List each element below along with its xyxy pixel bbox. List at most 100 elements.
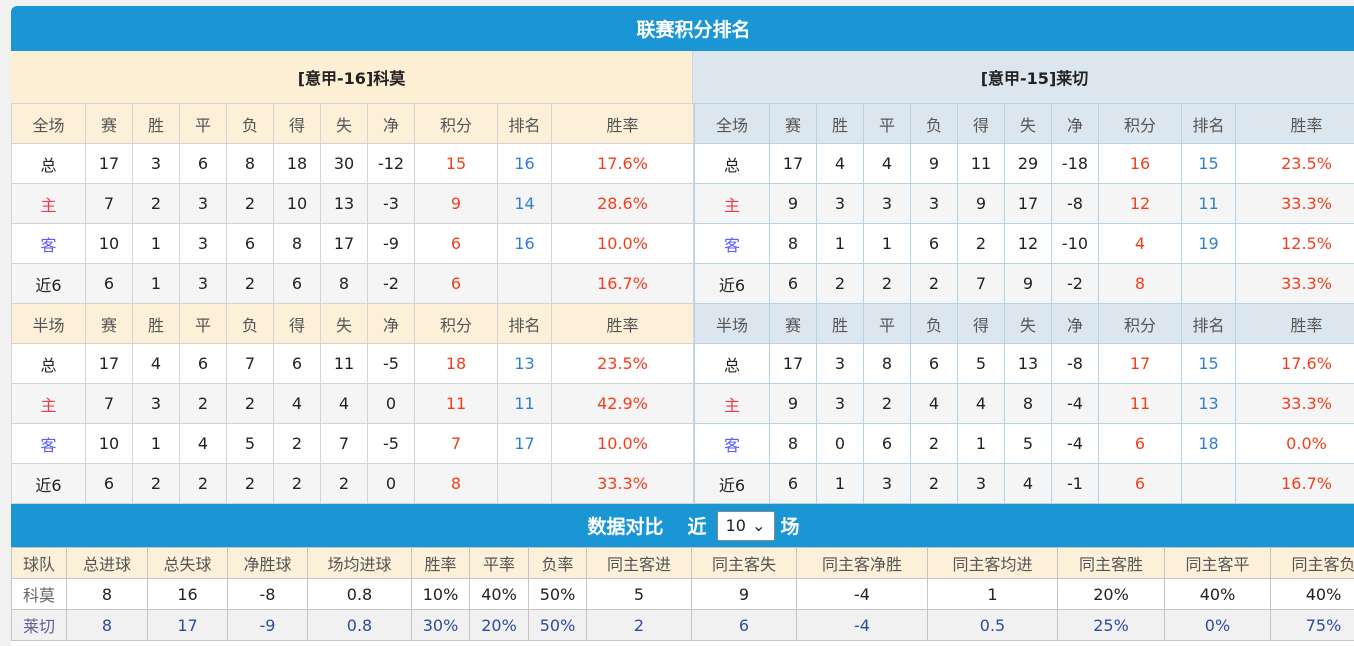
column-header: 净 <box>1051 303 1099 344</box>
table-cell: 17 <box>85 343 133 384</box>
table-cell: 近6 <box>694 263 770 304</box>
table-cell: -9 <box>367 223 415 264</box>
table-cell: 7 <box>85 183 133 224</box>
table-cell: 14 <box>497 183 552 224</box>
table-cell: 3 <box>179 263 227 304</box>
table-cell: 9 <box>691 578 797 610</box>
table-cell: 1 <box>927 578 1058 610</box>
table-cell: 9 <box>1004 263 1052 304</box>
table-cell: 13 <box>1181 383 1236 424</box>
column-header: 同主客失 <box>691 547 797 579</box>
recent-count-select[interactable]: 10 ⌄ <box>716 510 775 541</box>
table-cell: 17.6% <box>1235 343 1354 384</box>
home-team-header: [意甲-16]科莫 <box>11 51 693 103</box>
table-cell: 28.6% <box>551 183 694 224</box>
table-cell: 2 <box>179 383 227 424</box>
table-cell <box>497 463 552 504</box>
table-cell: 4 <box>1098 223 1182 264</box>
column-header: 失 <box>1004 303 1052 344</box>
table-cell: -5 <box>367 423 415 464</box>
table-cell: 10% <box>411 578 470 610</box>
column-header: 赛 <box>85 303 133 344</box>
table-cell: 2 <box>910 263 958 304</box>
table-cell: 6 <box>179 143 227 184</box>
table-cell: 近6 <box>11 263 86 304</box>
table-cell: 2 <box>226 463 274 504</box>
table-cell: 30% <box>411 609 470 641</box>
table-cell: 3 <box>863 463 911 504</box>
column-header: 同主客净胜 <box>796 547 928 579</box>
standings-row: 主 9 3 2 4 4 8 -4 11 13 33.3% <box>694 383 1354 424</box>
column-header: 同主客胜 <box>1057 547 1165 579</box>
table-cell: 2 <box>132 183 180 224</box>
table-cell: 3 <box>910 183 958 224</box>
column-header: 半场 <box>694 303 770 344</box>
column-header: 同主客均进 <box>927 547 1058 579</box>
column-header: 负 <box>910 103 958 144</box>
table-cell: 13 <box>320 183 368 224</box>
table-cell: 6 <box>414 263 498 304</box>
table-cell: 8 <box>1004 383 1052 424</box>
table-cell: -5 <box>367 343 415 384</box>
compare-header-row: 球队 总进球 总失球 净胜球 场均进球 胜率 平率 负率 同主客进 同主客失 同主客净胜 同主客均进同… <box>11 547 1354 579</box>
table-cell: 16.7% <box>1235 463 1354 504</box>
table-cell: -8 <box>1051 343 1099 384</box>
table-cell: 1 <box>816 223 864 264</box>
table-cell: 1 <box>132 423 180 464</box>
table-cell: 2 <box>863 263 911 304</box>
table-cell: 9 <box>414 183 498 224</box>
column-header: 负 <box>910 303 958 344</box>
table-cell: 1 <box>132 263 180 304</box>
column-header: 排名 <box>1181 103 1236 144</box>
table-cell: 40% <box>1270 578 1354 610</box>
table-cell: 15 <box>1181 343 1236 384</box>
table-cell: 6 <box>414 223 498 264</box>
table-cell: 0 <box>367 463 415 504</box>
column-header: 场均进球 <box>307 547 412 579</box>
table-cell: 6 <box>863 423 911 464</box>
column-header: 胜 <box>132 103 180 144</box>
table-cell: 8 <box>226 143 274 184</box>
table-cell: 3 <box>132 143 180 184</box>
table-cell: 2 <box>910 423 958 464</box>
away-standings-table: 全场赛胜平负得失净积分 排名 胜率总 17 4 4 9 11 29 -18 16 15 23.5% 主 9 3… <box>694 103 1354 504</box>
standings-row: 近6 6 2 2 2 2 2 0 8 33.3% <box>11 463 694 504</box>
table-cell: 15 <box>414 143 498 184</box>
table-cell: 12.5% <box>1235 223 1354 264</box>
column-header: 负 <box>226 303 274 344</box>
table-cell: 17 <box>769 343 817 384</box>
standings-row: 主 7 2 3 2 10 13 -3 9 14 28.6% <box>11 183 694 224</box>
table-cell: 30 <box>320 143 368 184</box>
table-cell: 客 <box>694 223 770 264</box>
table-cell: 8 <box>1098 263 1182 304</box>
column-header: 排名 <box>1181 303 1236 344</box>
table-cell: 11 <box>1181 183 1236 224</box>
column-header: 净 <box>367 303 415 344</box>
table-cell: 2 <box>910 463 958 504</box>
table-cell: 42.9% <box>551 383 694 424</box>
column-header: 得 <box>273 303 321 344</box>
table-cell: 12 <box>1004 223 1052 264</box>
table-cell: 11 <box>957 143 1005 184</box>
table-cell: 50% <box>528 578 587 610</box>
column-header: 赛 <box>769 103 817 144</box>
column-header: 积分 <box>1098 303 1182 344</box>
table-cell: 4 <box>320 383 368 424</box>
column-header: 胜 <box>132 303 180 344</box>
column-header: 失 <box>320 303 368 344</box>
column-header: 得 <box>273 103 321 144</box>
table-cell: -4 <box>1051 383 1099 424</box>
table-cell: 6 <box>226 223 274 264</box>
table-cell: 3 <box>816 183 864 224</box>
table-cell: 总 <box>694 143 770 184</box>
away-team-header: [意甲-15]莱切 <box>693 51 1354 103</box>
table-cell: 18 <box>273 143 321 184</box>
table-cell: 9 <box>769 383 817 424</box>
table-cell: 2 <box>179 463 227 504</box>
column-header: 赛 <box>85 103 133 144</box>
standings-header-row: 半场赛胜平负得失净积分 排名 胜率 <box>694 303 1354 344</box>
column-header: 平 <box>179 303 227 344</box>
table-cell: 8 <box>273 223 321 264</box>
column-header: 平 <box>863 303 911 344</box>
table-cell: 13 <box>497 343 552 384</box>
